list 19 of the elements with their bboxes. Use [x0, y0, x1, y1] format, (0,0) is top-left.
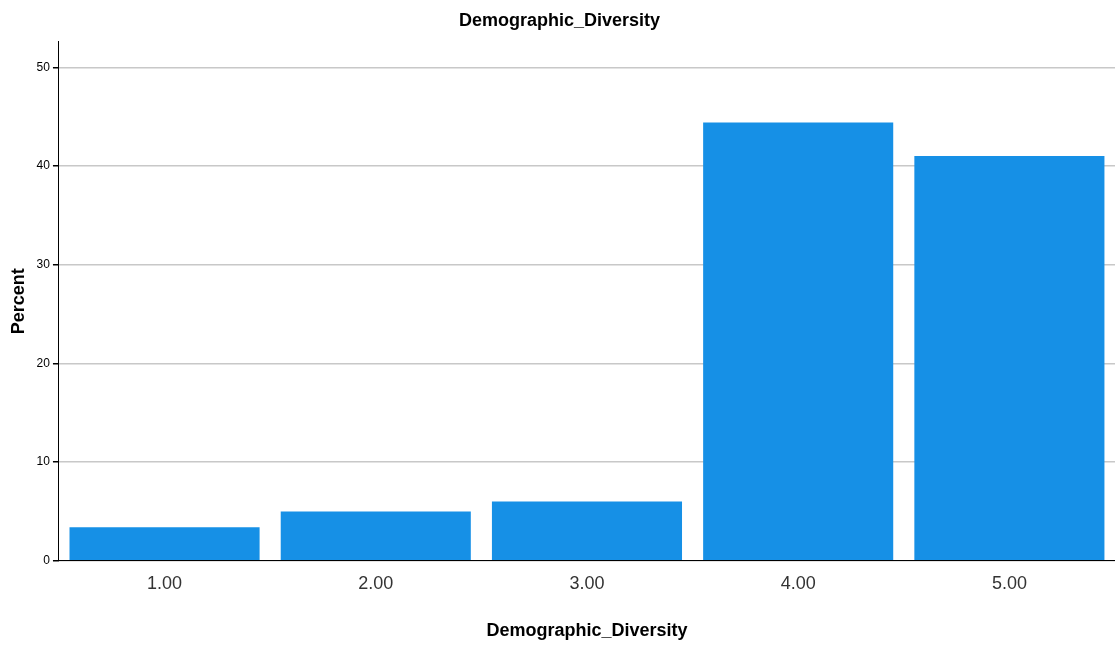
y-tick-label: 40	[36, 158, 51, 173]
bar	[280, 511, 471, 561]
chart-title: Demographic_Diversity	[458, 9, 661, 30]
bar	[914, 156, 1105, 561]
y-axis-title: Percent	[7, 268, 28, 335]
y-tick-label: 50	[36, 59, 51, 74]
y-tick-label: 10	[36, 454, 51, 469]
x-tick-label: 5.00	[991, 572, 1027, 593]
x-tick-label: 3.00	[569, 572, 605, 593]
y-tick-label: 30	[36, 256, 51, 271]
bar	[703, 122, 894, 561]
x-tick-label: 1.00	[147, 572, 183, 593]
y-tick-label: 0	[43, 553, 51, 568]
x-tick-label: 2.00	[358, 572, 394, 593]
bar	[491, 501, 683, 561]
x-axis-title: Demographic_Diversity	[486, 620, 688, 641]
bar	[69, 527, 260, 561]
y-tick-label: 20	[36, 355, 51, 370]
x-tick-label: 4.00	[780, 572, 816, 593]
